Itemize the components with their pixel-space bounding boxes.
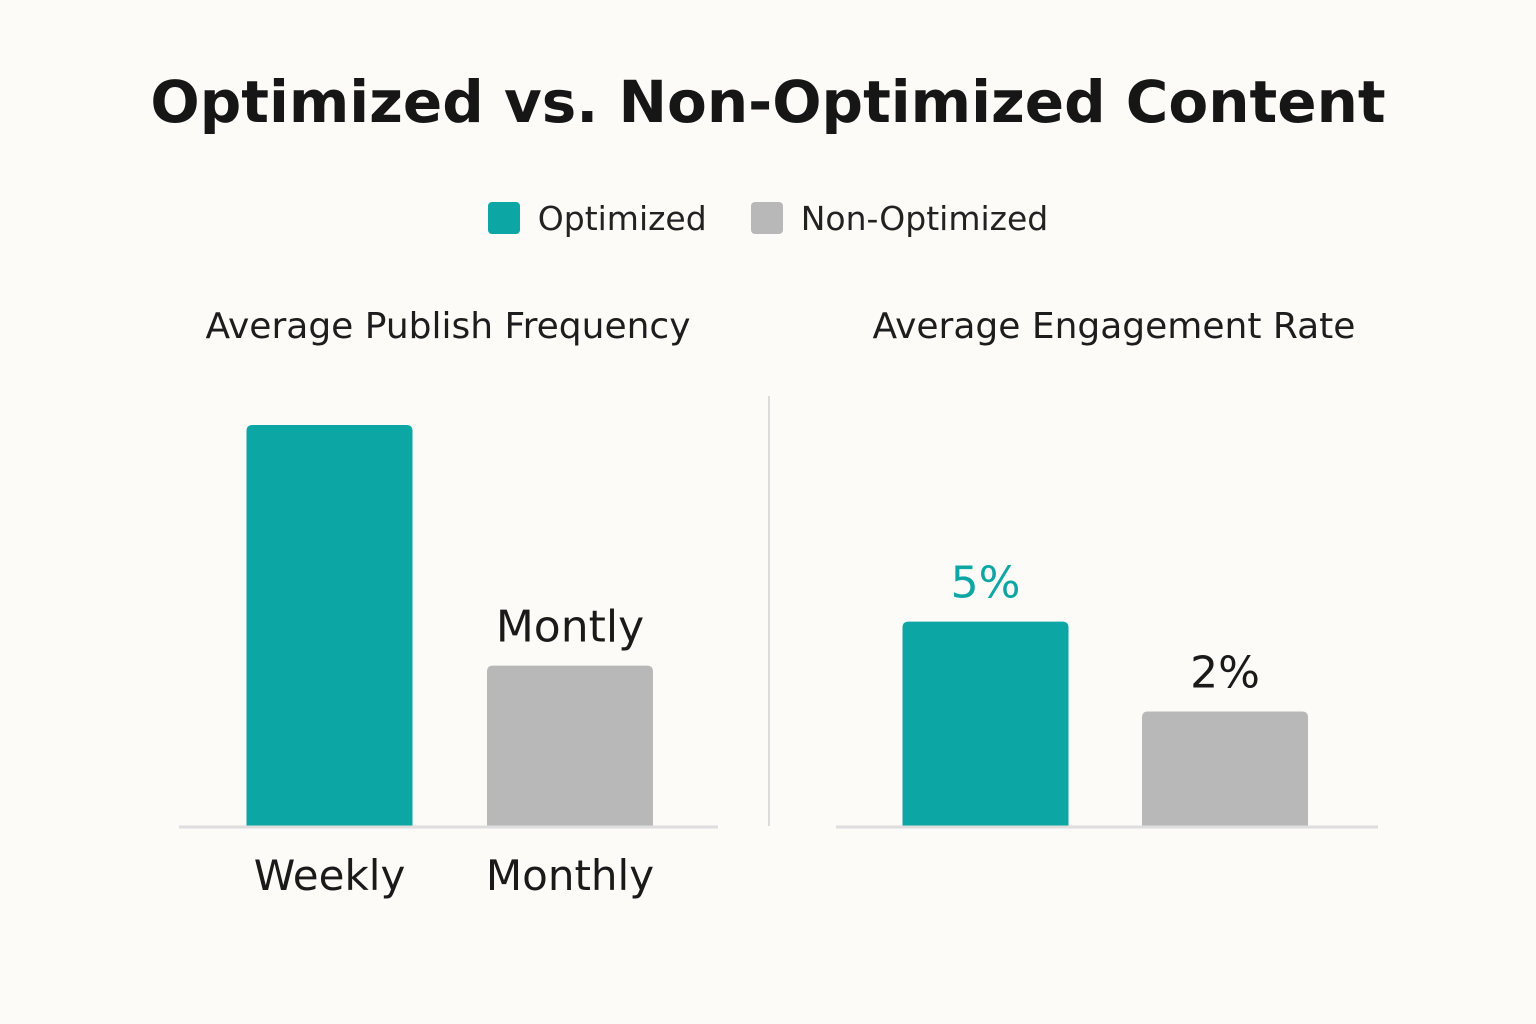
engagement-rate-data-label-non-optimized: 2% xyxy=(1190,648,1260,699)
engagement-rate-bar-non-optimized xyxy=(1142,711,1308,826)
engagement-rate-data-label-optimized: 5% xyxy=(951,558,1021,609)
publish-frequency-bar-weekly xyxy=(246,425,413,826)
publish-frequency-chart-title: Average Publish Frequency xyxy=(205,306,691,347)
publish-frequency-category-label-weekly: Weekly xyxy=(254,851,406,900)
publish-frequency-category-label-monthly: Monthly xyxy=(486,851,654,900)
legend: Optimized Non-Optimized xyxy=(0,196,1536,240)
legend-item-non-optimized: Non-Optimized xyxy=(750,198,1049,238)
legend-swatch-non-optimized xyxy=(750,202,783,234)
publish-frequency-bar-monthly xyxy=(487,665,653,826)
chart-title: Optimized vs. Non-Optimized Content xyxy=(150,68,1386,136)
legend-swatch-optimized xyxy=(487,202,520,234)
publish-frequency-data-label-monthly: Montly xyxy=(496,602,644,653)
legend-item-optimized: Optimized xyxy=(487,198,707,238)
legend-label-optimized: Optimized xyxy=(537,198,707,238)
legend-label-non-optimized: Non-Optimized xyxy=(800,198,1049,238)
engagement-rate-bar-optimized xyxy=(902,621,1069,826)
engagement-rate-chart-title: Average Engagement Rate xyxy=(872,306,1356,347)
